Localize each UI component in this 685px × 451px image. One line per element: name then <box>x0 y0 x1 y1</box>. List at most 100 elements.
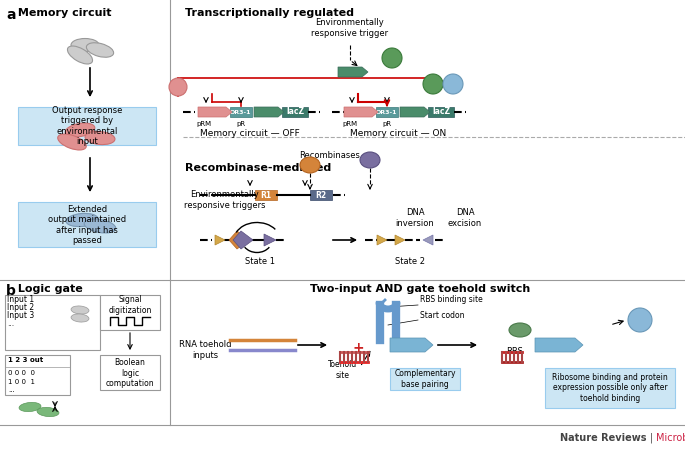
Text: cro: cro <box>405 107 419 116</box>
Text: |: | <box>650 433 653 443</box>
Text: Boolean
logic
computation: Boolean logic computation <box>105 358 154 388</box>
Text: +: + <box>352 341 364 355</box>
Text: Cro: Cro <box>425 79 440 88</box>
Circle shape <box>169 78 187 96</box>
Text: R1: R1 <box>304 161 316 170</box>
Text: Memory circuit: Memory circuit <box>14 8 112 18</box>
Text: Ribosome binding and protein
expression possible only after
toehold binding: Ribosome binding and protein expression … <box>552 373 668 403</box>
Bar <box>18 202 156 247</box>
Text: Input 2: Input 2 <box>7 304 34 313</box>
Bar <box>310 190 332 200</box>
Bar <box>18 107 156 145</box>
Text: Recombinases: Recombinases <box>299 151 360 160</box>
Text: OR3-1: OR3-1 <box>376 110 398 115</box>
Text: Cro: Cro <box>384 54 399 63</box>
Text: Environmentally
responsive triggers: Environmentally responsive triggers <box>184 190 266 210</box>
Text: Toehold
site: Toehold site <box>328 360 358 380</box>
Polygon shape <box>229 231 249 249</box>
Ellipse shape <box>71 38 99 51</box>
Circle shape <box>628 308 652 332</box>
FancyArrow shape <box>535 338 583 352</box>
Bar <box>5 355 70 395</box>
Bar <box>376 107 398 117</box>
FancyArrow shape <box>254 107 284 117</box>
Text: Start codon: Start codon <box>420 310 464 319</box>
Text: b: b <box>6 284 16 298</box>
Text: Two-input AND gate toehold switch: Two-input AND gate toehold switch <box>310 284 530 294</box>
Polygon shape <box>377 235 387 245</box>
Bar <box>255 190 277 200</box>
FancyArrow shape <box>390 338 433 352</box>
Text: R1: R1 <box>260 190 271 199</box>
Text: OR3-1: OR3-1 <box>230 110 252 115</box>
Text: ...: ... <box>7 319 14 328</box>
Text: cro: cro <box>259 107 273 116</box>
Polygon shape <box>215 235 225 245</box>
Text: RNA toehold
inputs: RNA toehold inputs <box>179 341 232 360</box>
FancyArrow shape <box>198 107 232 117</box>
Ellipse shape <box>85 131 115 145</box>
Text: Memory circuit — ON: Memory circuit — ON <box>350 129 446 138</box>
Text: State 1: State 1 <box>245 258 275 267</box>
Text: pRM: pRM <box>197 121 212 127</box>
Text: R2: R2 <box>315 190 327 199</box>
Text: cro: cro <box>343 68 357 77</box>
Bar <box>5 295 100 350</box>
Text: Extended
output maintained
after input has
passed: Extended output maintained after input h… <box>48 205 126 245</box>
Circle shape <box>382 48 402 68</box>
Text: RBS: RBS <box>507 348 523 356</box>
Ellipse shape <box>58 134 86 150</box>
Circle shape <box>443 74 463 94</box>
Text: lacZ: lacZ <box>286 107 304 116</box>
Text: pR: pR <box>236 121 245 127</box>
Text: Microbiology: Microbiology <box>656 433 685 443</box>
Text: Transcriptionally regulated: Transcriptionally regulated <box>185 8 354 18</box>
FancyArrow shape <box>344 107 378 117</box>
Text: DNA
inversion: DNA inversion <box>396 208 434 228</box>
Text: Logic gate: Logic gate <box>14 284 83 294</box>
Polygon shape <box>233 231 253 249</box>
Ellipse shape <box>37 407 59 417</box>
Ellipse shape <box>19 402 41 412</box>
Polygon shape <box>423 235 433 245</box>
Bar <box>545 368 675 408</box>
Text: Environmentally
responsive trigger: Environmentally responsive trigger <box>312 18 388 38</box>
Bar <box>428 107 454 117</box>
Text: Recombinase-mediated: Recombinase-mediated <box>185 163 332 173</box>
FancyArrow shape <box>338 67 368 77</box>
Circle shape <box>423 74 443 94</box>
Text: Signal
digitization: Signal digitization <box>108 295 151 315</box>
Text: 1 2 3 out: 1 2 3 out <box>8 357 43 363</box>
Text: pRM: pRM <box>342 121 358 127</box>
Text: Output response
triggered by
environmental
input: Output response triggered by environment… <box>52 106 122 146</box>
Ellipse shape <box>86 43 114 57</box>
Text: 0 0 0  0: 0 0 0 0 <box>8 370 35 376</box>
Bar <box>282 107 308 117</box>
Ellipse shape <box>71 306 89 314</box>
Polygon shape <box>395 235 405 245</box>
Ellipse shape <box>66 213 98 226</box>
Text: Input 1: Input 1 <box>7 295 34 304</box>
Text: cI: cI <box>174 83 182 92</box>
Text: Input 3: Input 3 <box>7 312 34 321</box>
Polygon shape <box>264 234 276 246</box>
Text: Nature Reviews: Nature Reviews <box>560 433 647 443</box>
Text: β-Gal: β-Gal <box>443 81 464 87</box>
Text: Memory circuit — OFF: Memory circuit — OFF <box>200 129 300 138</box>
Text: a: a <box>6 8 16 22</box>
Ellipse shape <box>300 157 320 173</box>
Ellipse shape <box>67 46 92 64</box>
Text: 1 0 0  1: 1 0 0 1 <box>8 379 35 385</box>
Text: State 2: State 2 <box>395 258 425 267</box>
Text: pR: pR <box>382 121 392 127</box>
Bar <box>230 107 252 117</box>
Text: lacZ: lacZ <box>432 107 450 116</box>
Ellipse shape <box>65 123 95 137</box>
FancyArrow shape <box>400 107 430 117</box>
Text: cI: cI <box>208 107 216 116</box>
Bar <box>100 355 160 390</box>
Bar <box>100 295 160 330</box>
Text: cI: cI <box>354 107 362 116</box>
Text: DNA
excision: DNA excision <box>448 208 482 228</box>
Bar <box>390 368 460 390</box>
